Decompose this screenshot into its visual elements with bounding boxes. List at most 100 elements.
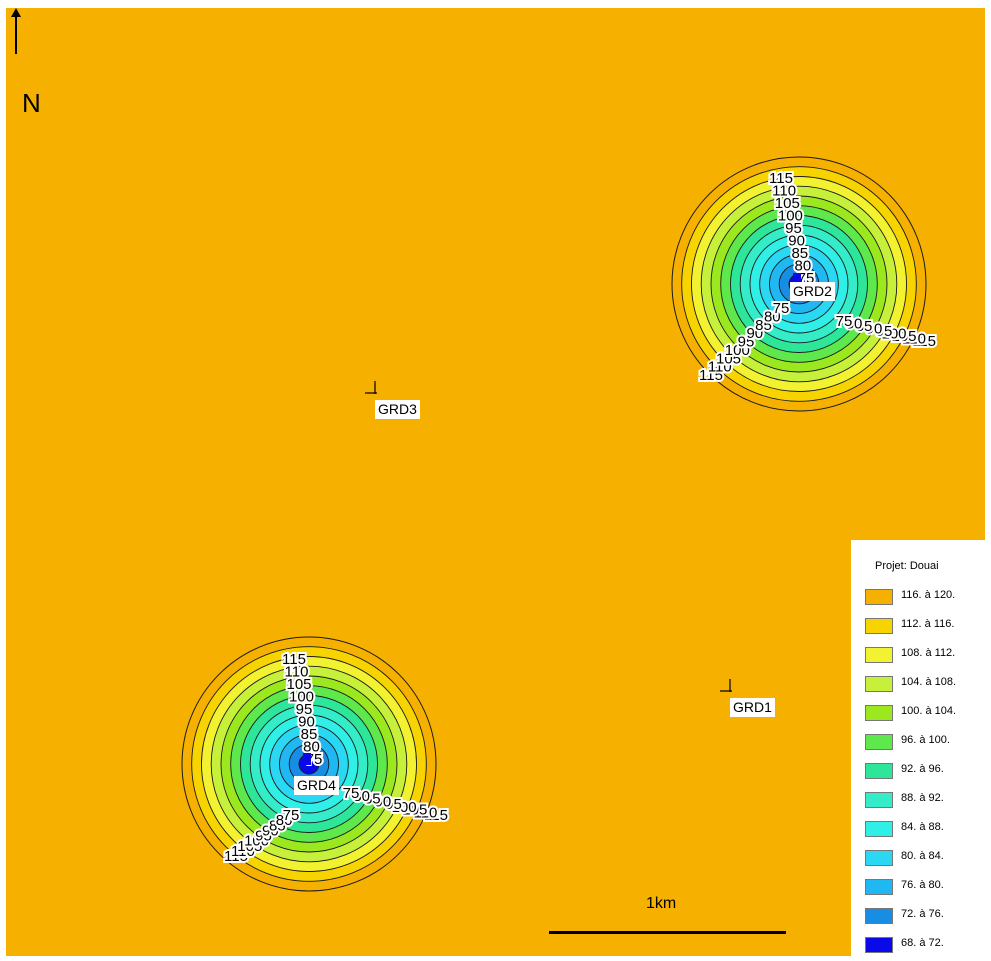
grd4-contour-label: 85 [364,791,381,808]
grd4-contour-label: 80 [276,812,293,829]
legend-item-label: 104. à 108. [901,676,957,688]
grd2-contour-label: 100 [881,326,906,343]
grd2-contour-label: 100 [725,342,750,359]
legend-item: 76. à 80. [865,878,990,896]
legend-item-label: 72. à 76. [901,908,944,920]
grd4-contour-label: 75 [343,785,360,802]
grd2-contour-label: 115 [912,333,936,350]
grd4-contour-label: 95 [385,796,402,813]
grd2-contour-label: 115 [769,170,793,187]
legend-item: 96. à 100. [865,733,990,751]
grd4-contour-label: 95 [255,828,272,845]
legend-item-label: 76. à 80. [901,879,944,891]
legend-swatch [865,879,893,895]
legend-swatch [865,589,893,605]
legend-item: 72. à 76. [865,907,990,925]
grd4-contour-label: 80 [353,788,370,805]
legend-item: 104. à 108. [865,675,990,693]
turbine-label-grd4[interactable]: GRD4 [294,776,339,795]
legend-swatch [865,908,893,924]
grd4-contour-label: 90 [262,822,279,839]
grd4-contour-label: 85 [269,817,286,834]
north-label: N [22,88,41,118]
legend-swatch [865,734,893,750]
grd2-center-marker [793,273,801,285]
grd4-center-marker [303,753,311,765]
grd4-contour-label: 100 [289,689,314,706]
grd4-contour-label: 80 [303,739,320,756]
scale-bar [549,931,786,934]
legend-item-label: 96. à 100. [901,734,950,746]
scale-bar-label: 1km [646,895,677,912]
grd2-contour-label: 90 [746,325,763,342]
grd4-contour-label: 100 [244,833,269,850]
grd2-contour-label: 105 [775,195,800,212]
noise-map-canvas: 1151101051009590858075115110105100959085… [181,156,938,892]
grd2-contour-label: 95 [738,334,755,351]
turbine-label-grd1[interactable]: GRD1 [730,698,775,717]
legend-item: 116. à 120. [865,588,990,606]
legend-swatch [865,792,893,808]
legend-item-label: 108. à 112. [901,647,956,659]
legend-item-label: 116. à 120. [901,589,956,601]
grd4-contour-label: 95 [296,701,313,718]
grd2-contour-label: 80 [846,316,863,333]
grd2-contour-label: 80 [764,308,781,325]
grd4-outer-contour [181,636,437,892]
grd4-contour-label: 115 [424,807,448,824]
grd2-contour-label: 80 [795,258,812,275]
turbine-label-grd2[interactable]: GRD2 [790,282,835,301]
grd4-contour-label: 110 [413,804,437,821]
legend-swatch [865,850,893,866]
north-arrow-icon [11,8,21,54]
turbine-label-grd3[interactable]: GRD3 [375,400,420,419]
legend-item: 112. à 116. [865,617,990,635]
grd2-contour-label: 85 [856,318,873,335]
grd4-contour-label: 115 [282,651,306,668]
legend-swatch [865,618,893,634]
grd2-contour-label: 115 [699,367,723,384]
legend-item-label: 84. à 88. [901,821,944,833]
legend-swatch [865,821,893,837]
grd2-contour-label: 90 [788,233,805,250]
legend-panel: Projet: Douai 116. à 120. 112. à 116. 108.… [851,540,991,961]
legend-item: 80. à 84. [865,849,990,867]
grd2-contour-label: 105 [716,350,741,367]
grd2-contour-label: 95 [785,220,802,237]
grd2-contour-label: 75 [773,300,790,317]
legend-item-label: 112. à 116. [901,618,955,630]
grd4-contour-label: 110 [231,843,255,860]
legend-item: 92. à 96. [865,762,990,780]
legend-item-label: 80. à 84. [901,850,944,862]
grd4-contour-label: 105 [237,838,262,855]
legend-item: 68. à 72. [865,936,990,954]
legend-swatch [865,937,893,953]
grd2-contour-label: 100 [778,208,803,225]
legend-swatch [865,647,893,663]
legend-swatch [865,705,893,721]
legend-item-label: 92. à 96. [901,763,944,775]
grd2-outer-contour [671,156,927,412]
grd2-contour-label: 105 [891,328,916,345]
grd2-contour-label: 75 [836,313,853,330]
legend-swatch [865,676,893,692]
grd2-contour-label: 85 [755,317,772,334]
grd4-contour-label: 100 [392,799,417,816]
legend-item: 88. à 92. [865,791,990,809]
noise-map[interactable]: 115 110 105 100 95 90 85 80 75 115 110 105 100 95 90 85… [6,8,985,956]
grd2-contour-label: 90 [866,321,883,338]
legend-item: 108. à 112. [865,646,990,664]
grd4-contour-label: 85 [301,726,318,743]
grd4-contour-label: 110 [285,664,309,681]
legend-item: 84. à 88. [865,820,990,838]
grd4-contour-label: 105 [402,802,427,819]
grd2-contour-label: 110 [708,359,732,376]
legend-swatch [865,763,893,779]
legend-item: 100. à 104. [865,704,990,722]
grd4-contour-label: 75 [283,807,300,824]
grd4-contour-label: 90 [375,793,392,810]
grd4-contour-label: 115 [224,848,248,865]
legend-title: Projet: Douai [875,560,939,572]
grd2-contour-label: 110 [902,331,926,348]
legend-item-label: 88. à 92. [901,792,944,804]
